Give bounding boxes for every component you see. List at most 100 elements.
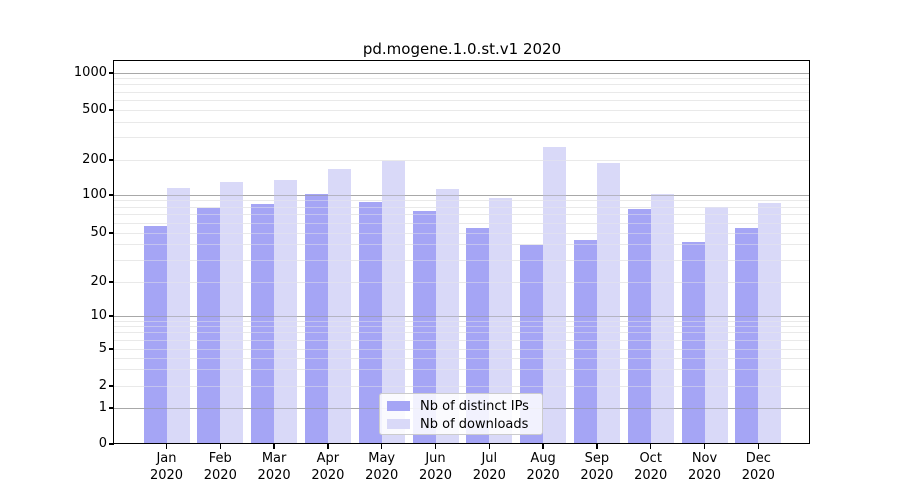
minor-gridline (114, 357, 810, 359)
minor-gridline-overlay (114, 200, 810, 202)
legend-swatch-distinct-ips (387, 401, 410, 411)
minor-gridline-overlay (114, 206, 810, 208)
minor-gridline-overlay (114, 259, 810, 261)
x-axis-tick-label: Nov 2020 (687, 451, 722, 483)
bar-distinct-ips-apr (304, 194, 328, 444)
y-axis-tick-label: 20 (90, 274, 107, 289)
y-tick-mark (109, 443, 114, 445)
minor-gridline-overlay (114, 339, 810, 341)
major-gridline (114, 315, 810, 317)
minor-gridline-overlay (114, 137, 810, 139)
minor-gridline-overlay (114, 214, 810, 216)
minor-gridline-overlay (114, 348, 810, 350)
x-tick-mark (703, 444, 706, 449)
minor-gridline (114, 244, 810, 246)
plot-frame (113, 60, 810, 444)
minor-gridline (114, 348, 810, 350)
bar-downloads-mar (274, 179, 298, 444)
legend-label-distinct-ips: Nb of distinct IPs (420, 398, 529, 414)
x-axis-tick-label: Mar 2020 (257, 451, 291, 483)
minor-gridline-overlay (114, 84, 810, 86)
minor-gridline (114, 326, 810, 328)
minor-gridline (114, 84, 810, 86)
minor-gridline (114, 385, 810, 387)
legend-item-downloads: Nb of downloads (387, 415, 542, 433)
x-axis-tick-label: Oct 2020 (634, 451, 668, 483)
minor-gridline (114, 222, 810, 224)
major-gridline-overlay (114, 315, 810, 317)
minor-gridline-overlay (114, 99, 810, 101)
bar-downloads-oct (650, 193, 674, 444)
minor-gridline (114, 369, 810, 371)
y-tick-mark (109, 281, 114, 283)
legend-item-distinct-ips: Nb of distinct IPs (387, 397, 542, 415)
bar-distinct-ips-mar (251, 203, 275, 444)
major-gridline (114, 72, 810, 74)
bar-downloads-aug (543, 147, 567, 444)
minor-gridline (114, 121, 810, 123)
minor-gridline (114, 339, 810, 341)
x-tick-mark (327, 444, 329, 449)
bar-distinct-ips-oct (627, 209, 651, 444)
y-tick-mark (109, 72, 114, 74)
bar-downloads-sep (596, 163, 620, 444)
minor-gridline (114, 320, 810, 322)
minor-gridline (114, 99, 810, 101)
bar-downloads-nov (704, 207, 728, 444)
x-axis-tick-label: Jan 2020 (149, 451, 184, 483)
x-tick-mark (488, 444, 490, 449)
bar-distinct-ips-nov (681, 242, 705, 444)
minor-gridline (114, 214, 810, 216)
x-tick-mark (219, 444, 221, 449)
minor-gridline (114, 91, 810, 93)
minor-gridline-overlay (114, 385, 810, 387)
major-gridline-overlay (114, 72, 810, 74)
minor-gridline-overlay (114, 222, 810, 224)
x-axis-tick-label: Apr 2020 (311, 451, 345, 483)
y-tick-mark (109, 159, 114, 161)
x-axis-tick-label: May 2020 (365, 451, 399, 483)
x-axis-tick-label: Feb 2020 (203, 451, 237, 483)
y-axis-tick-label: 10 (90, 308, 107, 323)
minor-gridline-overlay (114, 91, 810, 93)
minor-gridline (114, 78, 810, 80)
y-tick-mark (109, 407, 114, 409)
minor-gridline-overlay (114, 320, 810, 322)
major-gridline-overlay (114, 194, 810, 196)
bar-distinct-ips-feb (197, 207, 221, 444)
x-tick-mark (757, 444, 759, 449)
minor-gridline-overlay (114, 121, 810, 123)
y-axis-tick-label: 50 (90, 225, 107, 240)
x-axis-tick-label: Jun 2020 (418, 451, 453, 483)
y-axis-tick-label: 0 (98, 436, 107, 451)
y-axis-tick-label: 100 (82, 187, 107, 202)
y-tick-mark (109, 348, 114, 350)
y-axis-tick-label: 200 (82, 152, 107, 167)
chart-title: pd.mogene.1.0.st.v1 2020 (362, 40, 562, 58)
minor-gridline (114, 232, 810, 234)
minor-gridline (114, 206, 810, 208)
x-tick-mark (273, 444, 275, 449)
minor-gridline (114, 159, 810, 161)
legend-swatch-downloads (387, 419, 410, 429)
minor-gridline-overlay (114, 159, 810, 161)
minor-gridline (114, 259, 810, 261)
x-tick-mark (596, 444, 598, 449)
minor-gridline-overlay (114, 326, 810, 328)
bar-downloads-jan (166, 187, 190, 444)
minor-gridline (114, 137, 810, 139)
x-tick-mark (165, 444, 168, 449)
minor-gridline-overlay (114, 109, 810, 111)
x-axis-tick-label: Jul 2020 (472, 451, 506, 483)
minor-gridline-overlay (114, 357, 810, 359)
minor-gridline (114, 281, 810, 283)
bar-distinct-ips-dec (735, 227, 759, 444)
legend-label-downloads: Nb of downloads (420, 416, 529, 432)
x-tick-mark (381, 444, 383, 449)
y-axis-tick-label: 1 (98, 400, 107, 415)
y-axis-tick-label: 1000 (73, 65, 107, 80)
y-tick-mark (109, 385, 114, 387)
x-axis-tick-label: Sep 2020 (580, 451, 614, 483)
bar-downloads-apr (327, 169, 351, 444)
